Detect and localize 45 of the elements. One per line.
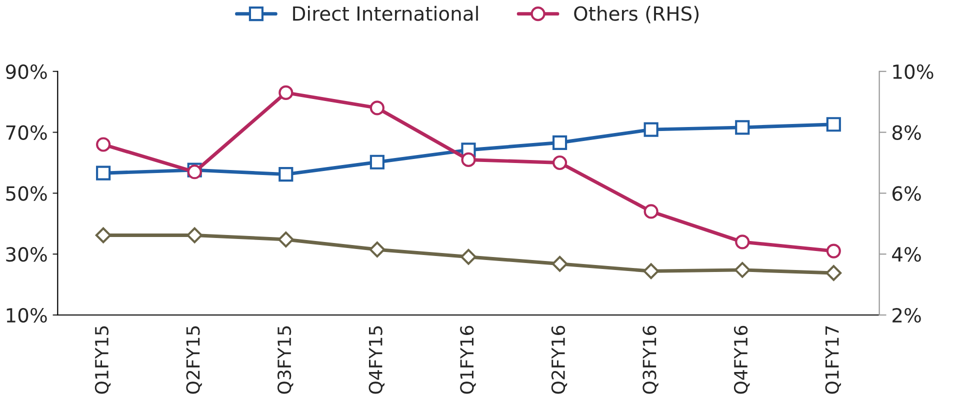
- point: [461, 152, 476, 167]
- x-tick-label: Q1FY17: [825, 326, 841, 394]
- y-tick-label: 50%: [6, 186, 47, 201]
- point: [278, 232, 294, 248]
- y2-tick-label: 2%: [892, 308, 921, 323]
- point: [186, 227, 203, 244]
- x-tick-label: Q4FY16: [734, 326, 750, 394]
- y2-tick-label: 10%: [893, 64, 934, 80]
- point: [96, 137, 111, 152]
- point: [734, 262, 750, 278]
- x-tick-label: Q1FY16: [460, 326, 476, 394]
- point: [735, 234, 750, 250]
- x-tick-label: Q1FY15: [94, 326, 111, 394]
- legend-label: Others (RHS): [574, 6, 699, 24]
- point: [552, 135, 568, 150]
- point: [644, 204, 658, 219]
- x-tick-label: Q3FY16: [642, 326, 658, 394]
- x-tick-label: Q3FY15: [277, 326, 294, 394]
- y-tick-label: 90%: [6, 64, 47, 80]
- point: [552, 155, 568, 170]
- legend-label: Direct International: [293, 6, 478, 21]
- x-tick-label: Q4FY15: [368, 326, 384, 394]
- y-tick-label: 70%: [6, 125, 47, 140]
- point: [369, 242, 386, 258]
- y-tick-label: 30%: [6, 247, 47, 262]
- point: [826, 265, 842, 281]
- point: [644, 122, 658, 137]
- point: [826, 244, 841, 258]
- point: [735, 120, 750, 135]
- x-tick-label: Q2FY16: [551, 326, 568, 394]
- point: [460, 248, 476, 265]
- point: [96, 166, 111, 180]
- point: [552, 256, 568, 272]
- point: [826, 117, 841, 132]
- y2-tick-label: 8%: [892, 125, 921, 140]
- point: [95, 227, 112, 244]
- point: [278, 85, 294, 100]
- point: [643, 263, 659, 280]
- point: [278, 167, 294, 182]
- y-tick-label: 10%: [6, 308, 47, 323]
- x-tick-label: Q2FY15: [186, 326, 202, 394]
- y2-tick-label: 6%: [892, 186, 921, 201]
- point: [370, 154, 384, 170]
- point: [370, 100, 384, 116]
- y2-tick-label: 4%: [892, 247, 921, 262]
